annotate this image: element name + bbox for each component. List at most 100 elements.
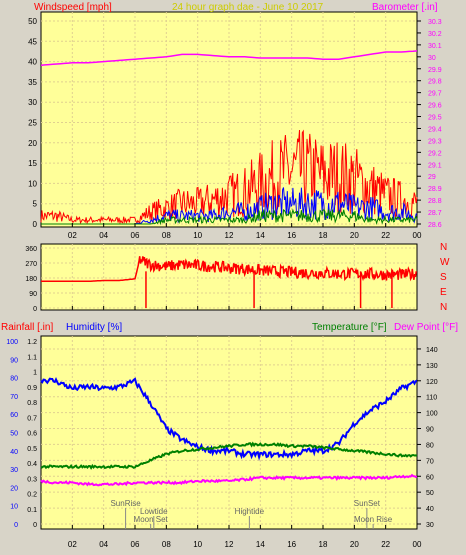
y-tick-label: 35 — [28, 78, 37, 87]
x-tick-label: 16 — [287, 540, 296, 549]
wind-x-ticks: 02 04 06 08 10 12 14 16 18 20 22 00 — [68, 223, 422, 240]
barometer-tick-label: 30.3 — [428, 19, 442, 26]
compass-label: W — [440, 257, 450, 268]
y-tick-label: 5 — [33, 200, 38, 209]
humidity-tick-label: 10 — [10, 504, 18, 511]
barometer-tick-label: 29.3 — [428, 138, 442, 145]
direction-tick-label: 0 — [33, 306, 37, 313]
x-tick-label: 02 — [68, 540, 77, 549]
x-tick-label: 06 — [131, 231, 140, 240]
rain-tick-label: 0.7 — [27, 415, 37, 422]
barometer-tick-label: 30.2 — [428, 31, 442, 38]
annotation-label: Lowtide — [140, 507, 168, 516]
barometer-tick-label: 29.6 — [428, 103, 442, 110]
compass-label: N — [440, 242, 447, 253]
temperature-tick-label: 100 — [426, 411, 438, 418]
barometer-tick-label: 28.9 — [428, 186, 442, 193]
x-tick-label: 20 — [350, 540, 359, 549]
rain-tick-label: 0 — [33, 522, 37, 529]
temperature-tick-label: 90 — [426, 427, 434, 434]
rain-tick-label: 1.2 — [27, 339, 37, 346]
series-wind-direction — [41, 256, 417, 283]
direction-tick-label: 270 — [25, 261, 37, 268]
rain-tick-label: 0.5 — [27, 446, 37, 453]
x-tick-label: 04 — [99, 540, 108, 549]
barometer-tick-label: 28.6 — [428, 222, 442, 229]
y-tick-label: 50 — [28, 17, 37, 26]
humidity-tick-label: 30 — [10, 467, 18, 474]
y-tick-label: 20 — [28, 139, 37, 148]
rainfall-axis-label: Rainfall [.in] — [1, 322, 53, 333]
temperature-tick-label: 130 — [426, 363, 438, 370]
rain-tick-label: 1 — [33, 370, 37, 377]
series-dew-point-f — [40, 473, 418, 487]
series-temperature-f — [40, 441, 418, 470]
x-tick-label: 18 — [319, 231, 328, 240]
barometer-tick-label: 29.4 — [428, 126, 442, 133]
rain-tick-label: 0.6 — [27, 431, 37, 438]
annotation-label: SunRise — [110, 499, 141, 508]
barometer-tick-label: 29.9 — [428, 67, 442, 74]
direction-tick-label: 90 — [29, 291, 37, 298]
temperature-tick-label: 140 — [426, 347, 438, 354]
barometer-tick-label: 28.8 — [428, 198, 442, 205]
humidity-tick-label: 70 — [10, 394, 18, 401]
y-tick-label: 0 — [33, 220, 38, 229]
rain-tick-label: 1.1 — [27, 354, 37, 361]
barometer-tick-label: 29 — [428, 174, 436, 181]
direction-series — [41, 256, 417, 308]
x-tick-label: 08 — [162, 540, 171, 549]
temperature-tick-label: 110 — [426, 395, 437, 402]
barometer-tick-label: 28.7 — [428, 210, 442, 217]
x-tick-label: 04 — [99, 231, 108, 240]
wind-plot-area — [40, 11, 418, 228]
rain-y-ticks: 0 0.1 0.2 0.3 0.4 0.5 0.6 0.7 0.8 0.9 1 1.1 1.2 — [27, 339, 37, 529]
x-tick-label: 12 — [225, 540, 234, 549]
x-tick-label: 22 — [381, 540, 390, 549]
rain-tick-label: 0.1 — [27, 507, 37, 514]
x-tick-label: 14 — [256, 540, 265, 549]
rain-tick-label: 0.9 — [27, 385, 37, 392]
x-tick-label: 20 — [350, 231, 359, 240]
temperature-tick-label: 30 — [426, 522, 434, 529]
x-tick-label: 18 — [319, 540, 328, 549]
climate-x-ticks: 02 04 06 08 10 12 14 16 18 20 22 00 — [68, 525, 422, 549]
x-tick-label: 14 — [256, 231, 265, 240]
barometer-tick-label: 29.8 — [428, 79, 442, 86]
temperature-tick-label: 40 — [426, 506, 434, 513]
humidity-tick-label: 80 — [10, 376, 18, 383]
y-tick-label: 45 — [28, 37, 37, 46]
dewpoint-axis-label: Dew Point [°F] — [394, 322, 458, 333]
x-tick-label: 00 — [413, 231, 422, 240]
series-barometer-in — [40, 50, 418, 66]
humidity-tick-label: 50 — [10, 431, 18, 438]
compass-label: E — [440, 287, 447, 298]
annotation-label: Hightide — [235, 507, 265, 516]
barometer-tick-label: 29.1 — [428, 162, 442, 169]
humidity-tick-label: 40 — [10, 449, 18, 456]
humidity-axis-label: Humidity [%] — [66, 322, 122, 333]
rain-tick-label: 0.4 — [27, 461, 37, 468]
barometer-tick-label: 29.5 — [428, 115, 442, 122]
windspeed-axis-label: Windspeed [mph] — [34, 2, 112, 13]
barometer-tick-label: 29.7 — [428, 91, 442, 98]
y-tick-label: 30 — [28, 98, 37, 107]
direction-tick-label: 360 — [25, 246, 37, 253]
direction-tick-label: 180 — [25, 276, 37, 283]
humidity-y-ticks: 0 10 20 30 40 50 60 70 80 90 100 — [6, 339, 18, 529]
temperature-tick-label: 120 — [426, 379, 438, 386]
humidity-tick-label: 0 — [14, 522, 18, 529]
rain-tick-label: 0.8 — [27, 400, 37, 407]
x-tick-label: 08 — [162, 231, 171, 240]
annotation-label: Moon Set — [134, 515, 169, 524]
compass-label: S — [440, 272, 447, 283]
x-tick-label: 10 — [193, 540, 202, 549]
y-tick-label: 25 — [28, 119, 37, 128]
compass-label: N — [440, 302, 447, 313]
wind-y-ticks: 0 5 10 15 20 25 30 35 40 45 50 — [28, 17, 37, 229]
x-tick-label: 00 — [413, 540, 422, 549]
